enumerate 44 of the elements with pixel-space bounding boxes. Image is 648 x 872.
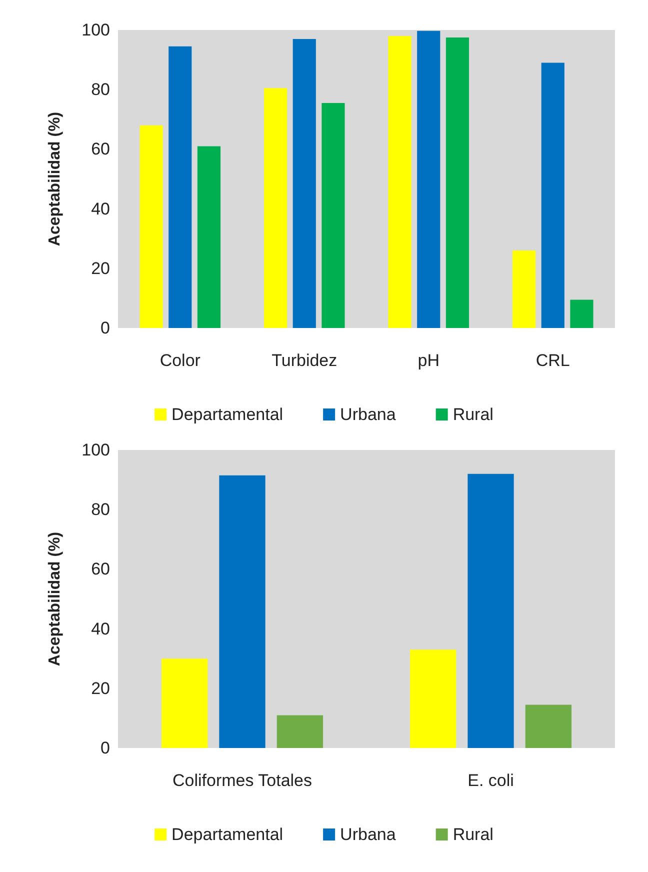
x-tick-label: pH bbox=[418, 351, 440, 370]
y-tick-label: 20 bbox=[91, 258, 110, 278]
y-tick-label: 80 bbox=[91, 80, 110, 100]
legend-label: Rural bbox=[452, 825, 494, 844]
x-tick-label: Turbidez bbox=[272, 351, 338, 370]
bar bbox=[197, 146, 221, 328]
bar bbox=[468, 474, 514, 748]
y-tick-label: 20 bbox=[91, 678, 110, 698]
legend-label: Rural bbox=[452, 405, 494, 424]
bar bbox=[570, 300, 594, 328]
bar bbox=[292, 38, 316, 328]
bar bbox=[541, 62, 564, 328]
x-tick-label: E. coli bbox=[468, 771, 514, 790]
x-tick-label: Coliformes Totales bbox=[172, 771, 312, 790]
y-tick-label: 0 bbox=[100, 738, 110, 758]
bar bbox=[525, 704, 572, 748]
y-tick-label: 0 bbox=[100, 318, 110, 338]
legend-label: Urbana bbox=[340, 405, 396, 424]
bar bbox=[168, 46, 192, 328]
y-tick-label: 80 bbox=[91, 500, 110, 520]
bar bbox=[322, 103, 345, 328]
y-tick-label: 100 bbox=[82, 440, 110, 460]
x-tick-label: Color bbox=[160, 351, 201, 370]
bar bbox=[417, 30, 440, 328]
bar bbox=[219, 475, 266, 748]
y-axis-title: Aceptabilidad (%) bbox=[46, 532, 64, 666]
legend-label: Departamental bbox=[172, 405, 284, 424]
y-tick-label: 100 bbox=[82, 20, 110, 40]
y-tick-label: 60 bbox=[91, 140, 110, 159]
y-axis-title: Aceptabilidad (%) bbox=[46, 112, 64, 246]
legend-label: Departamental bbox=[172, 825, 284, 844]
bar bbox=[388, 36, 412, 328]
bar bbox=[410, 650, 456, 748]
y-tick-label: 40 bbox=[91, 199, 110, 218]
bar bbox=[264, 88, 288, 328]
bar bbox=[512, 250, 536, 328]
y-tick-label: 60 bbox=[91, 560, 110, 579]
bar bbox=[140, 125, 163, 328]
bar bbox=[161, 658, 208, 748]
bar bbox=[276, 715, 324, 748]
legend-label: Urbana bbox=[340, 825, 396, 844]
x-tick-label: CRL bbox=[536, 351, 570, 370]
bar bbox=[446, 37, 470, 328]
y-tick-label: 40 bbox=[91, 619, 110, 638]
